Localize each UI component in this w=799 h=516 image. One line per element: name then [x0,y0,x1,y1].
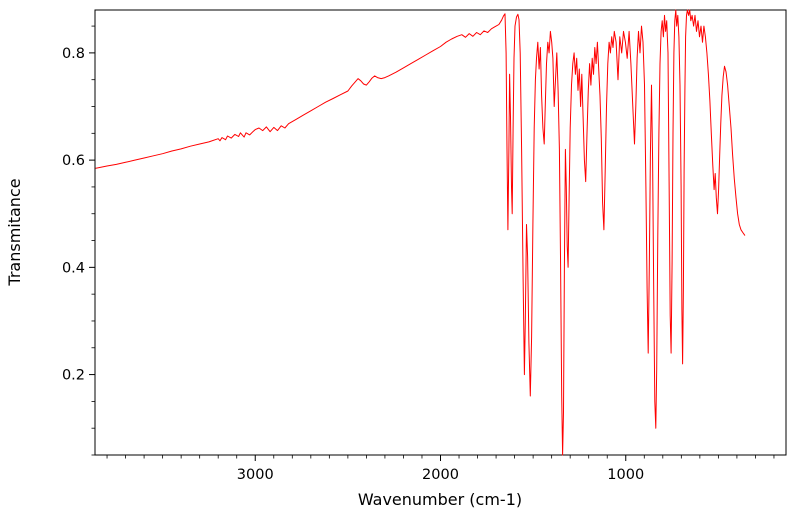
x-tick-label: 2000 [422,467,459,483]
y-tick-label: 0.4 [62,260,85,276]
x-tick-label: 3000 [237,467,274,483]
x-axis-label: Wavenumber (cm-1) [358,490,522,509]
y-tick-label: 0.6 [62,153,85,169]
plot-frame [94,9,787,456]
y-tick-label: 0.2 [62,368,85,384]
spectrum-line [95,9,746,456]
y-axis-label: Transmitance [5,178,24,286]
y-tick-label: 0.8 [62,46,85,62]
x-tick-label: 1000 [607,467,644,483]
